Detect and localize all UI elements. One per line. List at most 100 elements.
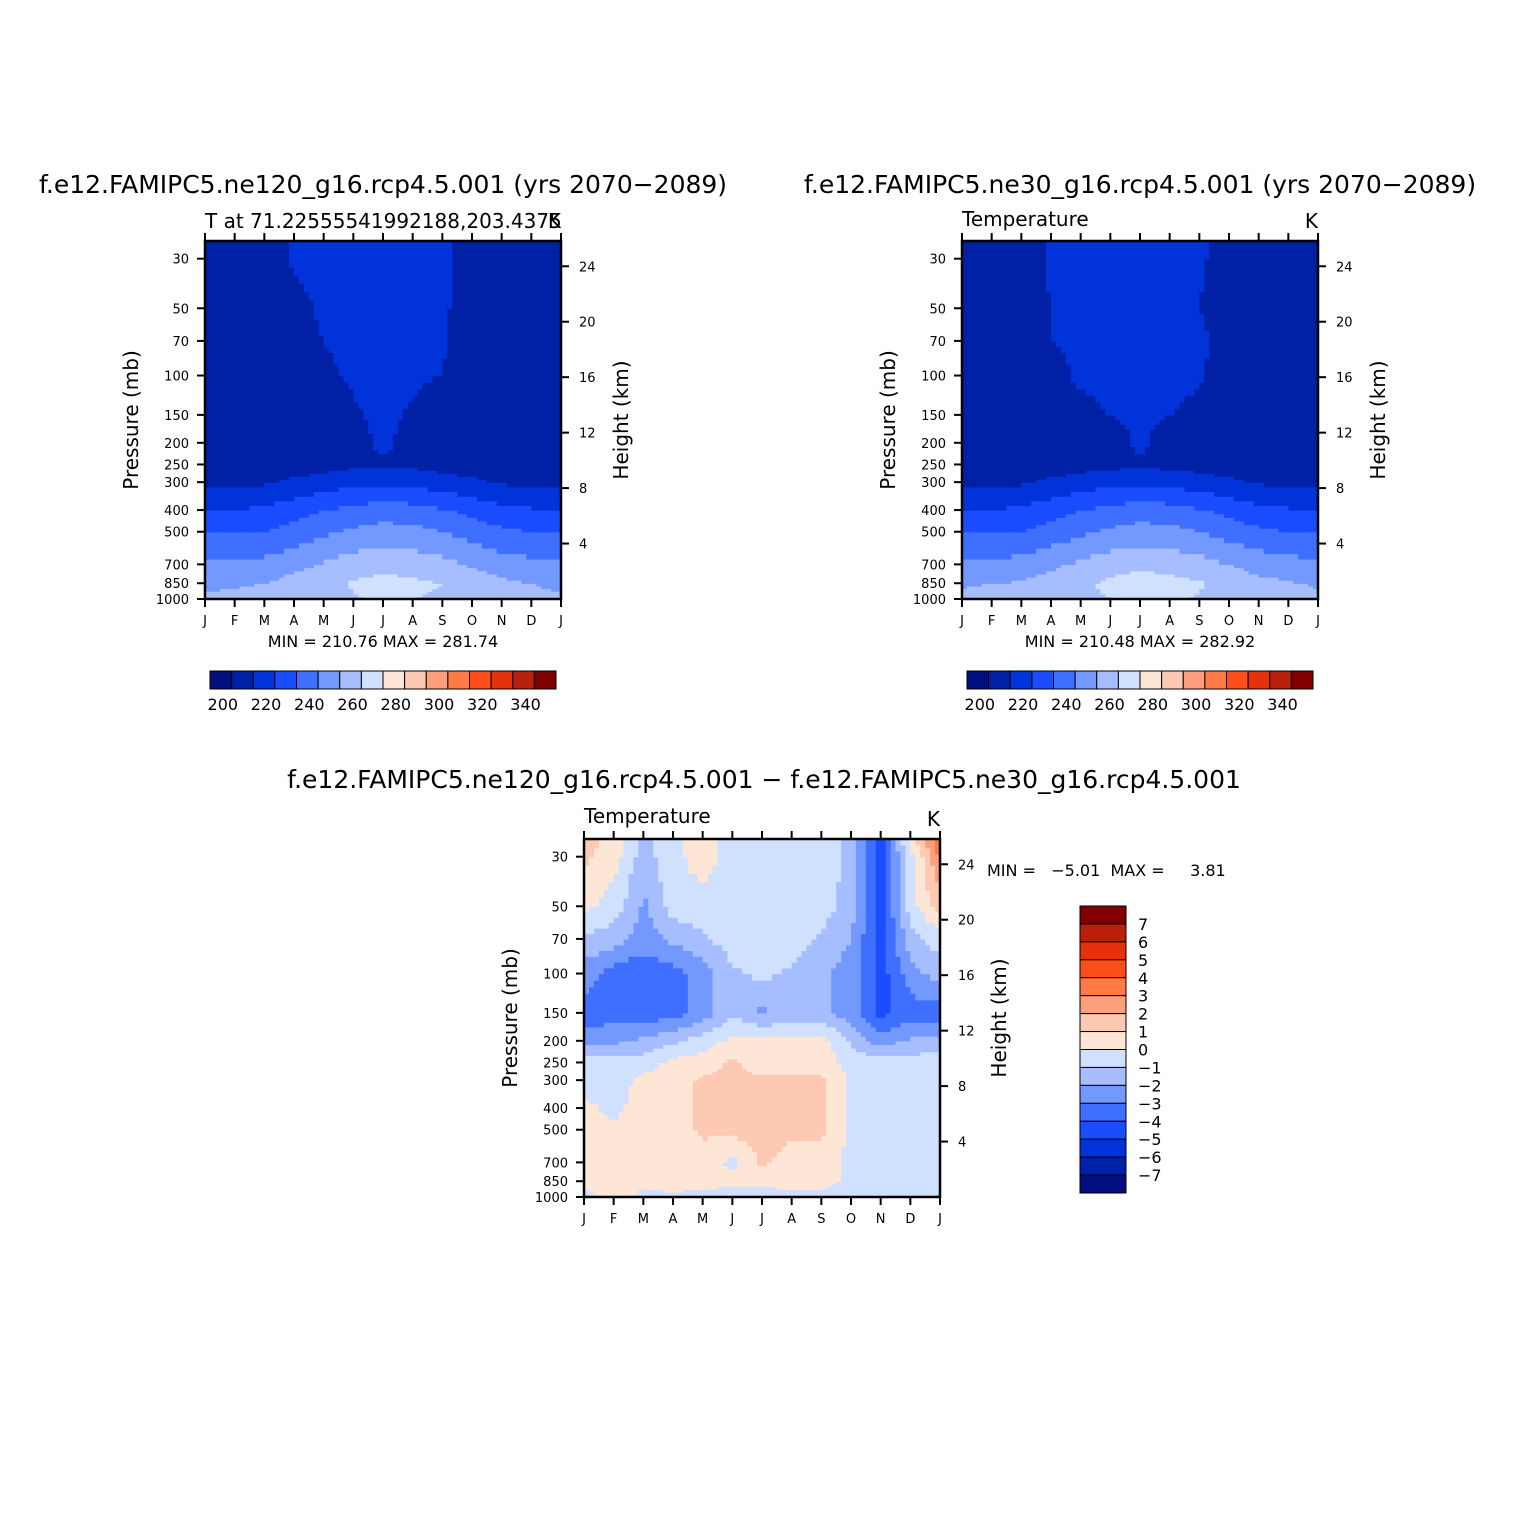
contour-cell xyxy=(383,588,389,592)
contour-cell xyxy=(551,473,557,477)
contour-cell xyxy=(417,513,424,518)
contour-cell xyxy=(348,324,354,331)
contour-cell xyxy=(229,438,236,444)
contour-cell xyxy=(521,470,527,474)
contour-cell xyxy=(422,335,429,342)
contour-cell xyxy=(294,537,300,544)
contour-cell xyxy=(209,548,216,555)
contour-cell xyxy=(274,570,280,575)
contour-cell xyxy=(338,567,345,572)
contour-cell xyxy=(289,585,295,590)
contour-cell xyxy=(496,369,503,377)
contour-cell xyxy=(511,496,518,502)
panel-1-subtitle-left: T at 71.22555541992188,203.4375 xyxy=(204,209,562,233)
contour-cell xyxy=(353,548,359,555)
contour-cell xyxy=(397,505,404,511)
contour-cell xyxy=(303,548,310,555)
contour-cell xyxy=(229,500,236,507)
panel-1-title: f.e12.FAMIPC5.ne120_g16.rcp4.5.001 (yrs … xyxy=(39,170,727,199)
contour-cell xyxy=(452,388,458,396)
contour-cell xyxy=(229,300,236,309)
contour-cell xyxy=(387,479,394,483)
contour-cell xyxy=(511,335,518,342)
contour-cell xyxy=(432,593,438,597)
contour-cell xyxy=(476,395,483,403)
contour-cell xyxy=(209,517,216,522)
contour-cell xyxy=(378,414,384,421)
contour-cell xyxy=(205,291,211,301)
contour-cell xyxy=(397,395,404,403)
contour-cell xyxy=(472,388,478,396)
contour-cell xyxy=(397,520,404,526)
contour-cell xyxy=(274,283,280,293)
contour-cell xyxy=(269,570,275,575)
contour-cell xyxy=(244,424,251,430)
contour-cell xyxy=(259,419,265,425)
contour-cell xyxy=(397,500,404,507)
contour-cell xyxy=(368,520,374,526)
contour-cell xyxy=(264,528,270,533)
contour-cell xyxy=(313,593,320,597)
contour-cell xyxy=(496,364,503,371)
contour-cell xyxy=(348,520,354,526)
contour-cell xyxy=(402,537,409,544)
contour-cell xyxy=(308,505,315,511)
contour-cell xyxy=(437,548,443,555)
contour-cell xyxy=(476,358,483,365)
contour-cell xyxy=(392,520,399,526)
contour-cell xyxy=(244,548,251,555)
contour-cell xyxy=(467,542,473,549)
contour-cell xyxy=(383,470,389,474)
contour-cell xyxy=(368,442,374,448)
contour-cell xyxy=(363,505,369,511)
contour-cell xyxy=(437,500,443,507)
contour-cell xyxy=(457,319,463,326)
contour-cell xyxy=(363,364,369,371)
contour-cell xyxy=(234,513,241,518)
contour-cell xyxy=(368,528,374,533)
contour-cell xyxy=(402,491,409,497)
contour-cell xyxy=(412,324,419,331)
contour-cell xyxy=(526,291,532,301)
contour-cell xyxy=(412,593,419,597)
contour-cell xyxy=(363,520,369,526)
contour-cell xyxy=(279,558,285,565)
contour-cell xyxy=(422,476,429,480)
contour-cell xyxy=(368,438,374,444)
contour-cell xyxy=(338,335,345,342)
contour-cell xyxy=(254,433,260,439)
contour-cell xyxy=(442,573,448,578)
contour-cell xyxy=(284,537,290,544)
contour-cell xyxy=(205,528,211,533)
contour-cell xyxy=(254,408,260,416)
contour-cell xyxy=(353,520,359,526)
contour-cell xyxy=(521,401,527,409)
contour-cell xyxy=(442,428,448,435)
contour-cell xyxy=(462,517,468,522)
contour-cell xyxy=(506,358,513,365)
contour-cell xyxy=(368,335,374,342)
contour-cell xyxy=(298,548,305,555)
contour-cell xyxy=(427,531,434,538)
contour-cell xyxy=(442,576,448,581)
contour-cell xyxy=(269,358,275,365)
contour-cell xyxy=(378,428,384,435)
contour-cell xyxy=(392,346,399,354)
contour-cell xyxy=(387,486,394,493)
contour-cell xyxy=(462,358,468,365)
contour-cell xyxy=(313,340,320,348)
contour-cell xyxy=(284,375,290,383)
contour-cell xyxy=(551,464,557,469)
contour-cell xyxy=(452,364,458,371)
contour-cell xyxy=(536,473,542,477)
contour-cell xyxy=(343,408,349,416)
contour-cell xyxy=(229,453,236,458)
contour-cell xyxy=(551,319,557,326)
contour-cell xyxy=(358,300,364,309)
contour-cell xyxy=(244,408,251,416)
contour-cell xyxy=(298,300,305,309)
contour-cell xyxy=(536,319,542,326)
contour-cell xyxy=(368,567,374,572)
contour-cell xyxy=(284,479,290,483)
contour-cell xyxy=(516,335,523,342)
